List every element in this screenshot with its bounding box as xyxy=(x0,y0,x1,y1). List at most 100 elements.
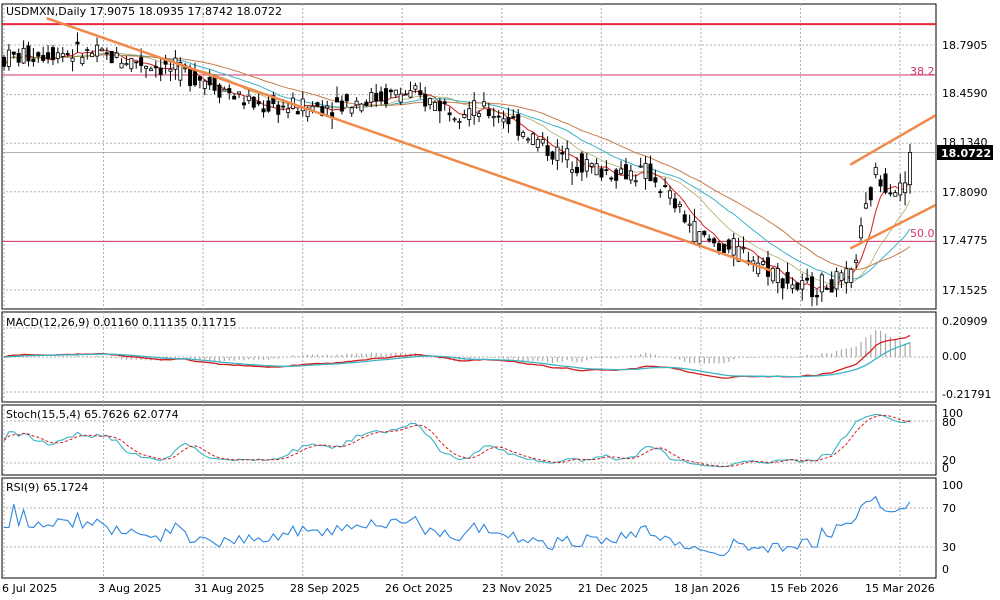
stoch-y-tick: 100 xyxy=(942,407,963,420)
rsi-header: RSI(9) 65.1724 xyxy=(6,481,88,494)
candle-body xyxy=(256,101,261,105)
candle-body xyxy=(702,230,707,236)
candle-body xyxy=(75,41,80,45)
candle-body xyxy=(810,276,815,298)
candle-body xyxy=(628,170,633,181)
candle-body xyxy=(6,49,11,67)
x-tick-label: 15 Mar 2026 xyxy=(865,582,935,595)
candle-body xyxy=(521,132,526,137)
candle-body xyxy=(638,165,643,168)
candle-body xyxy=(369,91,374,103)
candle-body xyxy=(95,44,100,57)
candle-body xyxy=(829,279,834,293)
rsi-y-tick: 70 xyxy=(942,502,956,515)
candlestick-series xyxy=(2,32,913,307)
candle-body xyxy=(658,191,663,194)
candle-body xyxy=(770,267,775,282)
candle-body xyxy=(276,104,281,115)
candle-body xyxy=(697,231,702,245)
main-y-tick: 17.8090 xyxy=(942,186,988,199)
candle-body xyxy=(413,85,418,90)
candle-body xyxy=(300,98,305,112)
candle-body xyxy=(472,100,477,117)
candle-body xyxy=(447,112,452,116)
trendline-channel-upper xyxy=(849,114,937,166)
candle-body xyxy=(266,100,271,112)
candle-body xyxy=(668,190,673,199)
rsi-panel[interactable] xyxy=(1,477,937,579)
candle-body xyxy=(721,243,726,253)
candle-body xyxy=(124,63,129,66)
candle-body xyxy=(687,223,692,226)
main-y-tick: 17.1525 xyxy=(942,284,988,297)
x-tick-label: 18 Jan 2026 xyxy=(674,582,740,595)
main-header: USDMXN,Daily 17.9075 18.0935 17.8742 18.… xyxy=(6,5,282,18)
current-price-label: 18.0722 xyxy=(941,147,991,160)
price-levels xyxy=(2,23,936,242)
candle-body xyxy=(388,89,393,93)
main-y-axis: 18.7905 18.4590 18.1340 17.8090 17.4775 … xyxy=(942,39,988,297)
candle-body xyxy=(104,52,109,55)
candle-body xyxy=(202,80,207,89)
moving-averages xyxy=(3,49,911,291)
x-tick-label: 3 Aug 2025 xyxy=(98,582,161,595)
candle-body xyxy=(129,58,134,70)
candle-body xyxy=(819,274,824,293)
grid-lines xyxy=(2,4,936,578)
candle-body xyxy=(481,101,486,107)
macd-series xyxy=(3,330,911,379)
candle-body xyxy=(148,68,153,72)
candle-body xyxy=(599,168,604,178)
stoch-panel[interactable] xyxy=(1,404,937,476)
candle-body xyxy=(854,259,859,264)
candle-body xyxy=(589,163,594,167)
candle-body xyxy=(491,116,496,119)
candle-body xyxy=(85,49,90,51)
candle-body xyxy=(663,185,668,188)
candle-body xyxy=(232,95,237,100)
candle-body xyxy=(530,133,535,145)
stoch-y-tick: 20 xyxy=(942,454,956,467)
trendline-channel-lower xyxy=(849,204,937,250)
candle-body xyxy=(403,93,408,96)
candle-body xyxy=(379,91,384,102)
candle-body xyxy=(511,116,516,119)
candle-body xyxy=(26,45,31,62)
candle-body xyxy=(437,100,442,112)
candle-body xyxy=(878,179,883,187)
candle-body xyxy=(41,55,46,61)
candle-body xyxy=(374,92,379,102)
candle-body xyxy=(217,84,222,98)
candle-body xyxy=(188,68,193,87)
candle-body xyxy=(349,107,354,114)
candle-body xyxy=(741,247,746,250)
candle-body xyxy=(55,52,60,59)
candle-body xyxy=(408,90,413,98)
candle-body xyxy=(462,114,467,119)
rsi-y-axis: 100 70 30 0 xyxy=(942,479,963,576)
candle-body xyxy=(192,71,197,86)
trendlines xyxy=(46,16,937,273)
candle-body xyxy=(178,62,183,81)
ma-fast-line xyxy=(3,49,911,291)
candle-body xyxy=(780,278,785,289)
candle-body xyxy=(653,177,658,183)
candle-body xyxy=(785,271,790,284)
candle-body xyxy=(60,53,65,57)
candle-body xyxy=(477,113,482,117)
candle-body xyxy=(11,51,16,55)
candle-body xyxy=(555,146,560,161)
main-y-tick: 18.4590 xyxy=(942,87,988,100)
candle-body xyxy=(432,102,437,111)
macd-y-tick: 0.00 xyxy=(942,350,967,363)
main-y-tick: 17.4775 xyxy=(942,234,988,247)
candle-body xyxy=(501,118,506,123)
candle-body xyxy=(775,268,780,283)
candle-body xyxy=(648,163,653,182)
main-panel[interactable] xyxy=(1,3,937,310)
candle-body xyxy=(227,88,232,94)
candle-body xyxy=(883,173,888,193)
candle-body xyxy=(496,115,501,118)
candle-body xyxy=(251,96,256,108)
